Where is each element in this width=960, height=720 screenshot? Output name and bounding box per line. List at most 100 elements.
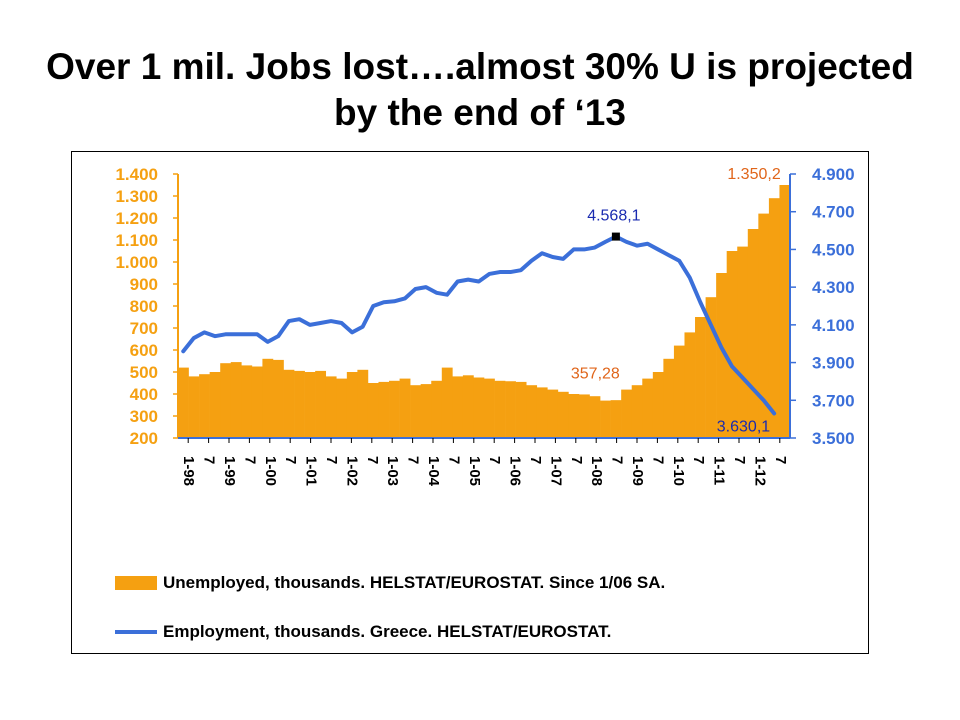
left-axis-tick-label: 400 xyxy=(130,385,158,404)
unemployed-bar xyxy=(610,400,622,438)
right-axis-tick-label: 4.900 xyxy=(812,165,855,184)
left-axis-tick-label: 1.200 xyxy=(115,209,158,228)
chart-frame: 1.400 1.300 1.200 1.100 1.000 900 800 700 600 500… xyxy=(71,151,869,654)
x-axis-tick-label: 7 xyxy=(609,456,626,464)
unemployed-bar xyxy=(410,385,421,438)
right-axis-tick-label: 4.100 xyxy=(812,316,855,335)
unemployed-bar xyxy=(589,396,601,438)
x-axis-tick-label: 7 xyxy=(282,456,299,464)
x-axis-tick-label: 7 xyxy=(201,456,218,464)
legend-swatch-line xyxy=(115,630,157,634)
unemployed-bar xyxy=(621,389,633,438)
x-axis-tick-label: 7 xyxy=(690,456,707,464)
unemployed-bar xyxy=(600,400,611,438)
unemployed-bar xyxy=(241,365,253,438)
left-axis-tick-label: 700 xyxy=(130,319,158,338)
x-axis-tick-label: 1-03 xyxy=(384,456,401,486)
x-axis-tick-label: 7 xyxy=(405,456,422,464)
unemployed-bar xyxy=(494,380,506,438)
data-annotation: 4.568,1 xyxy=(587,208,640,225)
unemployed-bar xyxy=(251,366,263,438)
left-axis-tick-label: 600 xyxy=(130,341,158,360)
unemployed-bar xyxy=(294,370,305,438)
unemployed-bar xyxy=(779,185,791,438)
x-axis-tick-label: 7 xyxy=(364,456,381,464)
unemployed-bar xyxy=(315,370,327,438)
right-axis-tick-label: 3.700 xyxy=(812,391,855,410)
unemployed-bar xyxy=(505,381,516,438)
left-axis-tick-label: 900 xyxy=(130,275,158,294)
left-axis-tick-label: 1.100 xyxy=(115,231,158,250)
peak-marker xyxy=(611,232,620,241)
x-axis-tick-label: 7 xyxy=(731,456,748,464)
unemployed-bar xyxy=(178,367,189,438)
unemployed-bar xyxy=(431,380,443,438)
unemployed-bar xyxy=(695,317,706,438)
unemployed-bar xyxy=(473,377,485,438)
x-axis-tick-label: 1-01 xyxy=(303,456,320,486)
employment-line xyxy=(181,234,777,416)
legend-swatch-bar xyxy=(115,576,157,590)
x-axis-tick-label: 1-98 xyxy=(180,456,197,486)
left-axis-tick-label: 200 xyxy=(130,429,158,448)
x-axis-tick-label: 7 xyxy=(527,456,544,464)
legend-label-unemployed: Unemployed, thousands. HELSTAT/EUROSTAT.… xyxy=(163,573,666,592)
unemployed-bar xyxy=(283,369,295,438)
x-axis-tick-label: 7 xyxy=(323,456,340,464)
unemployed-bar xyxy=(758,213,770,438)
unemployed-bar xyxy=(367,383,379,438)
unemployed-bar xyxy=(262,358,274,438)
x-axis-tick-label: 1-99 xyxy=(221,456,238,486)
left-axis-tick-label: 500 xyxy=(130,363,158,382)
unemployed-bar xyxy=(716,273,727,438)
x-axis-tick-label: 7 xyxy=(568,456,585,464)
unemployed-bar xyxy=(578,394,590,438)
unemployed-bar xyxy=(663,358,675,438)
unemployed-bar xyxy=(188,376,200,438)
left-axis-tick-label: 1.300 xyxy=(115,187,158,206)
left-axis-tick-label: 1.400 xyxy=(115,165,158,184)
unemployed-bar xyxy=(441,367,453,438)
legend-item-unemployed: Unemployed, thousands. HELSTAT/EUROSTAT.… xyxy=(115,571,665,595)
x-axis-tick-label: 1-04 xyxy=(425,456,442,487)
unemployed-bar xyxy=(515,381,527,438)
unemployed-bar xyxy=(768,198,780,438)
x-axis-tick-label: 7 xyxy=(486,456,503,464)
unemployed-bar xyxy=(399,378,411,438)
unemployed-bar xyxy=(462,375,474,438)
unemployed-bar xyxy=(737,246,749,438)
x-axis-tick-label: 7 xyxy=(772,456,789,464)
unemployed-bar xyxy=(230,362,242,438)
right-axis-tick-label: 4.500 xyxy=(812,240,855,259)
x-axis-tick-label: 1-09 xyxy=(629,456,646,486)
unemployed-bar xyxy=(272,359,284,438)
x-axis-tick-label: 1-06 xyxy=(507,456,524,486)
x-axis-tick-label: 7 xyxy=(445,456,462,464)
right-axis-tick-label: 4.300 xyxy=(812,278,855,297)
unemployed-bar xyxy=(568,394,580,438)
dual-axis-chart: 1.400 1.300 1.200 1.100 1.000 900 800 700 600 500… xyxy=(115,165,855,487)
unemployed-bar xyxy=(526,385,538,438)
right-axis-tick-label: 3.500 xyxy=(812,429,855,448)
data-annotation: 3.630,1 xyxy=(717,418,770,435)
x-axis-tick-label: 1-08 xyxy=(588,456,605,486)
legend-item-employment: Employment, thousands. Greece. HELSTAT/E… xyxy=(115,620,611,644)
data-annotation: 357,28 xyxy=(571,366,620,383)
unemployed-bar xyxy=(325,376,337,438)
left-axis-tick-label: 300 xyxy=(130,407,158,426)
unemployed-bar xyxy=(420,384,432,438)
x-axis-tick-label: 1-02 xyxy=(343,456,360,486)
right-axis-tick-label: 3.900 xyxy=(812,354,855,373)
unemployed-bar xyxy=(220,363,232,438)
right-axis-tick-label: 4.700 xyxy=(812,203,855,222)
unemployed-bar xyxy=(209,372,221,438)
left-axis-tick-label: 1.000 xyxy=(115,253,158,272)
unemployed-bar xyxy=(389,380,400,438)
unemployed-bar xyxy=(336,378,348,438)
unemployed-bar xyxy=(346,372,358,438)
unemployed-bar xyxy=(536,387,548,438)
unemployed-bar xyxy=(557,391,569,438)
unemployed-bar xyxy=(304,372,316,438)
unemployed-bar xyxy=(673,345,685,438)
unemployed-bar xyxy=(747,229,759,438)
